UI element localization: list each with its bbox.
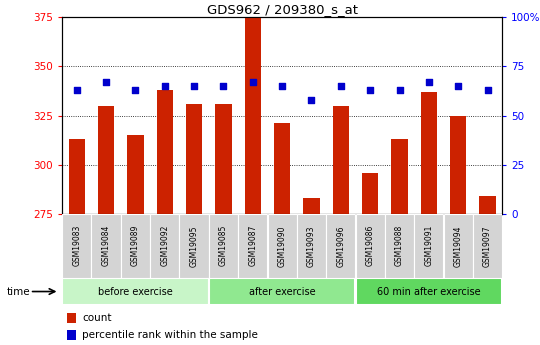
Bar: [179, 214, 209, 278]
Bar: [186, 104, 202, 214]
Bar: [443, 214, 473, 278]
Text: GSM19083: GSM19083: [72, 225, 81, 266]
Bar: [98, 106, 114, 214]
Point: [454, 83, 462, 89]
Bar: [414, 214, 443, 278]
Bar: [69, 139, 85, 214]
Text: GSM19091: GSM19091: [424, 225, 433, 266]
Bar: [355, 278, 502, 305]
Point: [248, 79, 257, 85]
Point: [336, 83, 345, 89]
Bar: [333, 106, 349, 214]
Text: GSM19087: GSM19087: [248, 225, 258, 266]
Bar: [127, 135, 144, 214]
Point: [366, 87, 375, 93]
Text: count: count: [82, 313, 111, 323]
Bar: [209, 214, 238, 278]
Point: [278, 83, 286, 89]
Text: GSM19090: GSM19090: [278, 225, 287, 267]
Text: GSM19089: GSM19089: [131, 225, 140, 266]
Text: after exercise: after exercise: [249, 287, 315, 296]
Bar: [62, 278, 209, 305]
Bar: [362, 172, 378, 214]
Text: GSM19094: GSM19094: [454, 225, 463, 267]
Text: GSM19096: GSM19096: [336, 225, 346, 267]
Bar: [392, 139, 408, 214]
Point: [424, 79, 433, 85]
Bar: [297, 214, 326, 278]
Bar: [450, 116, 466, 214]
Text: GSM19092: GSM19092: [160, 225, 170, 266]
Bar: [238, 214, 267, 278]
Bar: [215, 104, 232, 214]
Bar: [66, 313, 76, 323]
Bar: [66, 330, 76, 340]
Point: [190, 83, 199, 89]
Bar: [62, 214, 91, 278]
Text: GSM19086: GSM19086: [366, 225, 375, 266]
Bar: [267, 214, 297, 278]
Text: percentile rank within the sample: percentile rank within the sample: [82, 330, 258, 340]
Text: GSM19088: GSM19088: [395, 225, 404, 266]
Point: [102, 79, 111, 85]
Bar: [157, 90, 173, 214]
Point: [160, 83, 169, 89]
Point: [219, 83, 228, 89]
Bar: [421, 92, 437, 214]
Point: [395, 87, 404, 93]
Text: GSM19093: GSM19093: [307, 225, 316, 267]
Bar: [121, 214, 150, 278]
Text: GSM19085: GSM19085: [219, 225, 228, 266]
Text: GSM19095: GSM19095: [190, 225, 199, 267]
Point: [131, 87, 140, 93]
Bar: [355, 214, 385, 278]
Point: [483, 87, 492, 93]
Bar: [385, 214, 414, 278]
Bar: [480, 196, 496, 214]
Bar: [274, 124, 290, 214]
Text: before exercise: before exercise: [98, 287, 173, 296]
Point: [307, 97, 316, 102]
Text: GSM19097: GSM19097: [483, 225, 492, 267]
Bar: [209, 278, 355, 305]
Text: GSM19084: GSM19084: [102, 225, 111, 266]
Bar: [303, 198, 320, 214]
Text: 60 min after exercise: 60 min after exercise: [377, 287, 481, 296]
Title: GDS962 / 209380_s_at: GDS962 / 209380_s_at: [207, 3, 357, 16]
Bar: [150, 214, 179, 278]
Bar: [473, 214, 502, 278]
Bar: [91, 214, 121, 278]
Bar: [245, 17, 261, 214]
Text: time: time: [6, 287, 30, 297]
Bar: [326, 214, 355, 278]
Point: [72, 87, 81, 93]
